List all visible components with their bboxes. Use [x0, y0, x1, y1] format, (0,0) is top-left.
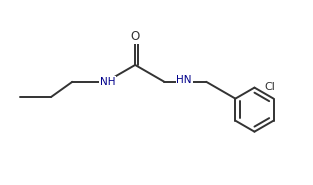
Text: NH: NH — [100, 77, 115, 87]
Text: Cl: Cl — [264, 82, 275, 92]
Text: O: O — [131, 30, 140, 43]
Text: HN: HN — [177, 75, 192, 85]
